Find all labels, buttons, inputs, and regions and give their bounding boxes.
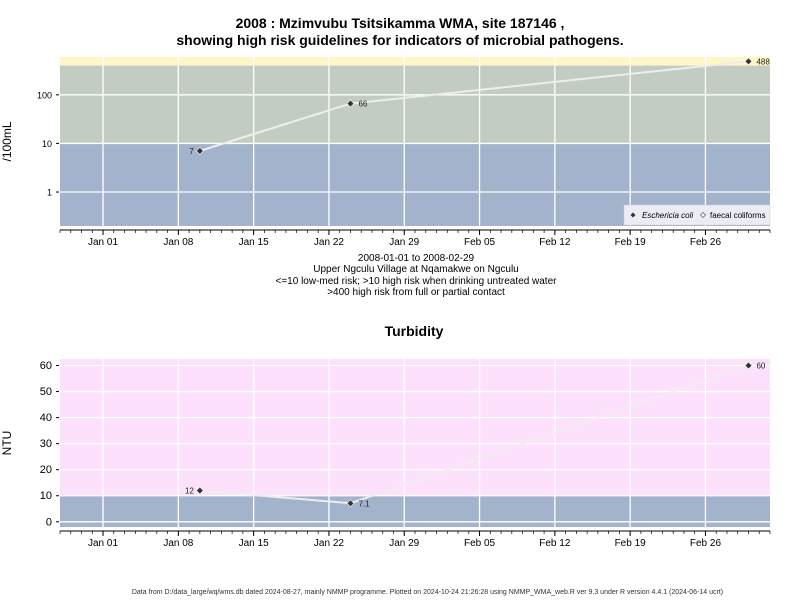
ecoli-data-point-2: [744, 57, 753, 66]
ecoli-x-tick-label-6: Feb 12: [539, 237, 571, 248]
ecoli-x-tick-label-2: Jan 15: [239, 237, 269, 248]
ecoli-risk-band-1: [60, 65, 770, 144]
ecoli-data-label-2: 488: [756, 57, 770, 66]
ecoli-x-tick-label-4: Jan 29: [389, 237, 419, 248]
ecoli-x-tick-label-8: Feb 26: [690, 237, 722, 248]
chart-title-line2: showing high risk guidelines for indicat…: [176, 32, 624, 48]
ecoli-y-tick-label-1: 10: [42, 139, 52, 149]
ecoli-y-tick-label-2: 100: [37, 90, 52, 100]
legend-label-faecal: faecal coliforms: [710, 211, 766, 220]
ecoli-y-axis-label: /100mL: [0, 121, 14, 161]
ecoli-data-point-0: [195, 147, 204, 155]
turbidity-title: Turbidity: [384, 323, 444, 339]
ecoli-data-label-0: 7: [189, 147, 194, 156]
ecoli-x-tick-label-5: Feb 05: [464, 237, 496, 248]
ecoli-x-tick-label-3: Jan 22: [314, 237, 344, 248]
ecoli-data-point-1: [346, 99, 355, 108]
legend-box: [623, 204, 771, 226]
caption-site: Upper Ngculu Village at Nqamakwe on Ngcu…: [313, 264, 519, 275]
ecoli-x-tick-label-0: Jan 01: [88, 237, 118, 248]
ecoli-x-tick-label-1: Jan 08: [163, 237, 193, 248]
ecoli-y-tick-label-0: 1: [47, 188, 52, 198]
caption-risk-contact: >400 high risk from full or partial cont…: [327, 287, 505, 298]
legend-label-ecoli: Eschericia coli: [642, 211, 693, 220]
ecoli-risk-band-2: [60, 57, 770, 66]
legend-marker-faecal: [700, 212, 706, 218]
legend-marker-ecoli: [630, 212, 636, 218]
ecoli-data-label-1: 66: [358, 100, 367, 109]
chart-title-line1: 2008 : Mzimvubu Tsitsikamma WMA, site 18…: [235, 15, 565, 31]
ecoli-x-tick-label-7: Feb 19: [615, 237, 647, 248]
caption-risk-drinking: <=10 low-med risk; >10 high risk when dr…: [275, 276, 557, 287]
footer-note: Data from D:/data_large/wq/wms.db dated …: [131, 589, 724, 596]
caption-date-range: 2008-01-01 to 2008-02-29: [357, 253, 475, 264]
